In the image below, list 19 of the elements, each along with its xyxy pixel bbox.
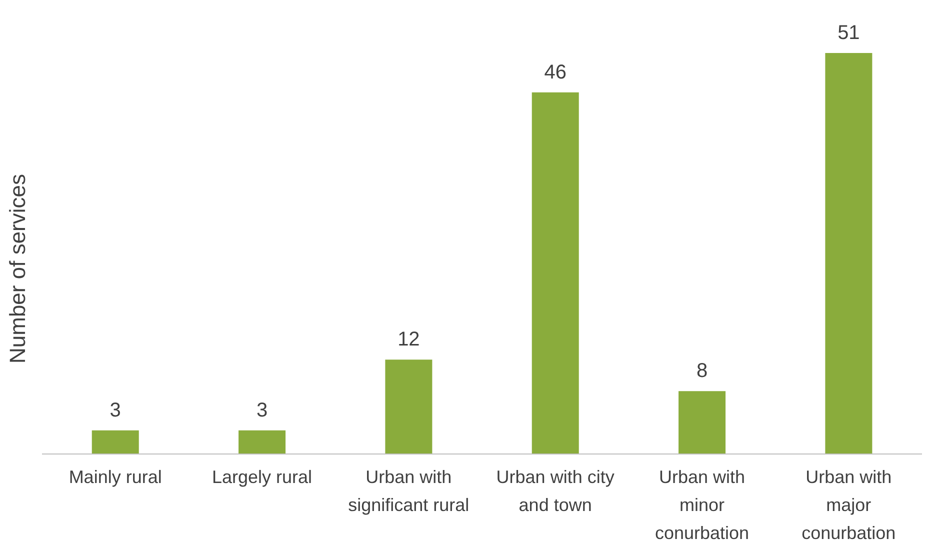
- data-label: 51: [838, 22, 860, 44]
- x-tick-label: Mainly rural: [68, 466, 162, 487]
- bar: [92, 430, 139, 454]
- data-label: 8: [696, 360, 708, 382]
- y-axis-title: Number of services: [4, 174, 30, 364]
- data-label: 46: [544, 61, 566, 84]
- bar: [532, 92, 579, 454]
- x-tick-label: Urban with major conurbation: [802, 466, 896, 543]
- data-label: 3: [110, 399, 121, 422]
- x-tick-label: Largely rural: [212, 466, 312, 487]
- x-tick-label: Urban with minor conurbation: [654, 466, 750, 543]
- data-label: 3: [256, 399, 268, 422]
- bar: [678, 391, 726, 454]
- bar: [825, 53, 872, 454]
- bar: [238, 430, 286, 454]
- x-tick-label: Urban with city and town: [496, 466, 614, 515]
- x-tick-label: Urban with significant rural: [348, 466, 470, 515]
- data-label: 12: [398, 328, 420, 351]
- bar: [385, 360, 432, 454]
